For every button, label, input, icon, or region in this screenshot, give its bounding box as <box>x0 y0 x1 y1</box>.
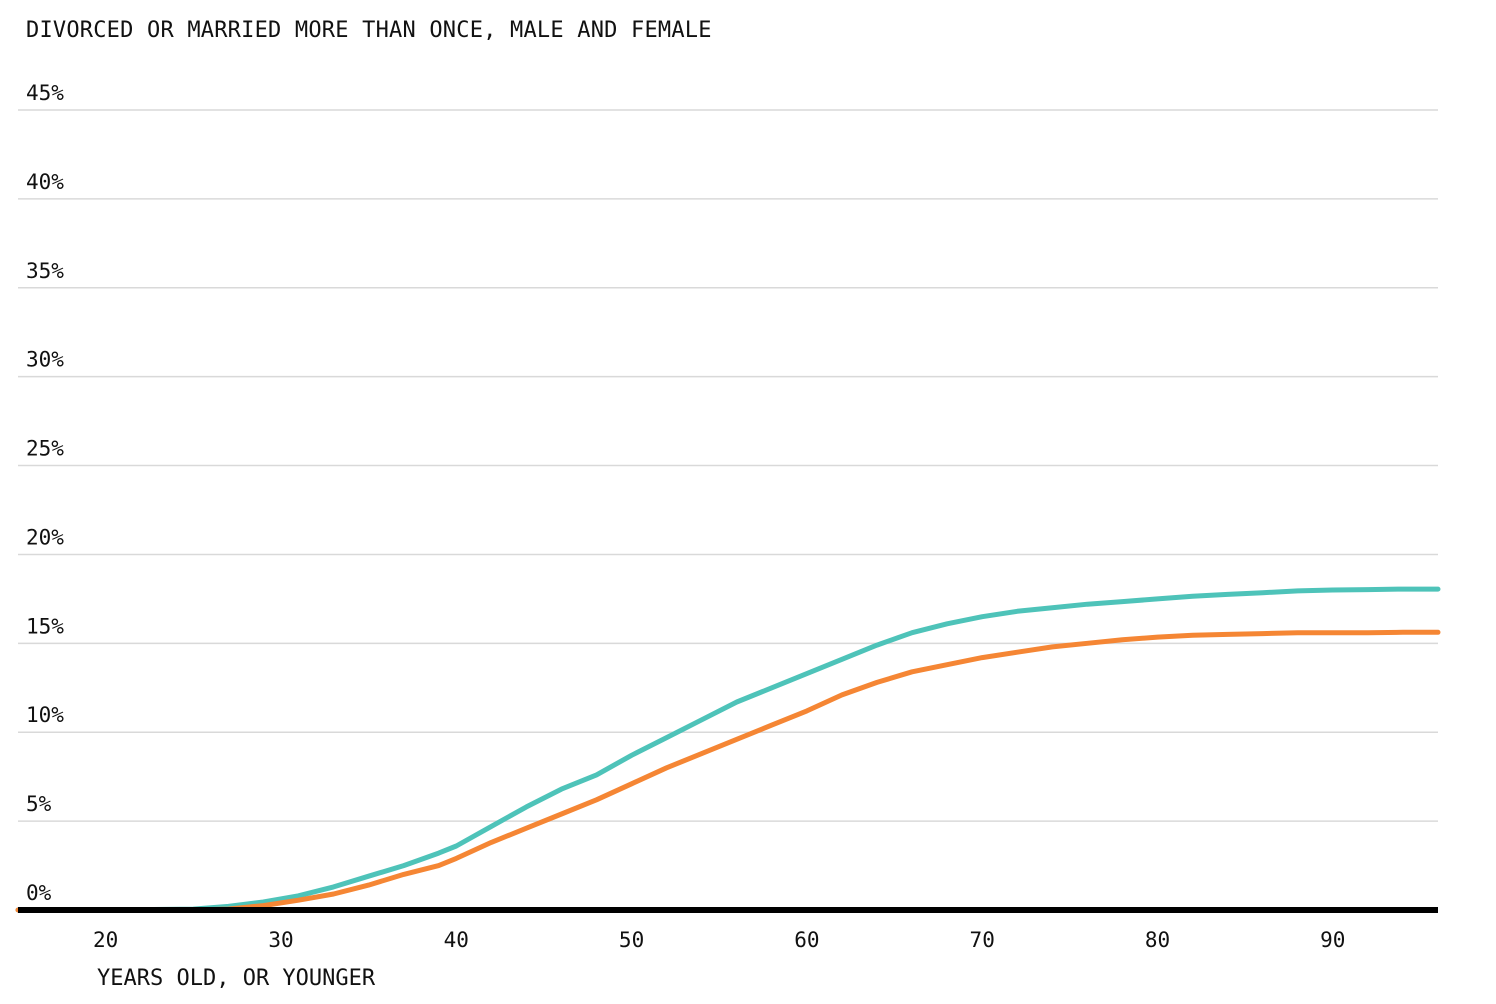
y-tick-label: 35% <box>26 259 64 283</box>
y-tick-label: 20% <box>26 525 64 549</box>
x-tick-label: 30 <box>268 928 293 952</box>
series-line-2 <box>15 629 1441 913</box>
y-axis-ticks: 0% 5% 10% 15% 20% 25% 30% 35% 40% 45% <box>26 81 64 905</box>
series-lines <box>15 586 1441 913</box>
x-tick-label: 50 <box>619 928 644 952</box>
x-tick-label: 80 <box>1145 928 1170 952</box>
y-tick-label: 10% <box>26 703 64 727</box>
x-axis-ticks: 20 30 40 50 60 70 80 90 <box>93 928 1345 952</box>
y-tick-label: 15% <box>26 614 64 638</box>
x-tick-label: 60 <box>794 928 819 952</box>
y-tick-label: 30% <box>26 348 64 372</box>
y-tick-label: 0% <box>26 881 52 905</box>
y-tick-label: 40% <box>26 170 64 194</box>
series-line-1 <box>15 586 1441 913</box>
x-tick-label: 20 <box>93 928 118 952</box>
x-tick-label: 40 <box>444 928 469 952</box>
y-tick-label: 45% <box>26 81 64 105</box>
x-tick-label: 90 <box>1320 928 1345 952</box>
chart-title: DIVORCED OR MARRIED MORE THAN ONCE, MALE… <box>26 18 712 43</box>
x-axis-label: YEARS OLD, OR YOUNGER <box>97 966 376 991</box>
y-tick-label: 5% <box>26 792 52 816</box>
y-tick-label: 25% <box>26 437 64 461</box>
x-tick-label: 70 <box>970 928 995 952</box>
gridlines <box>18 109 1438 822</box>
